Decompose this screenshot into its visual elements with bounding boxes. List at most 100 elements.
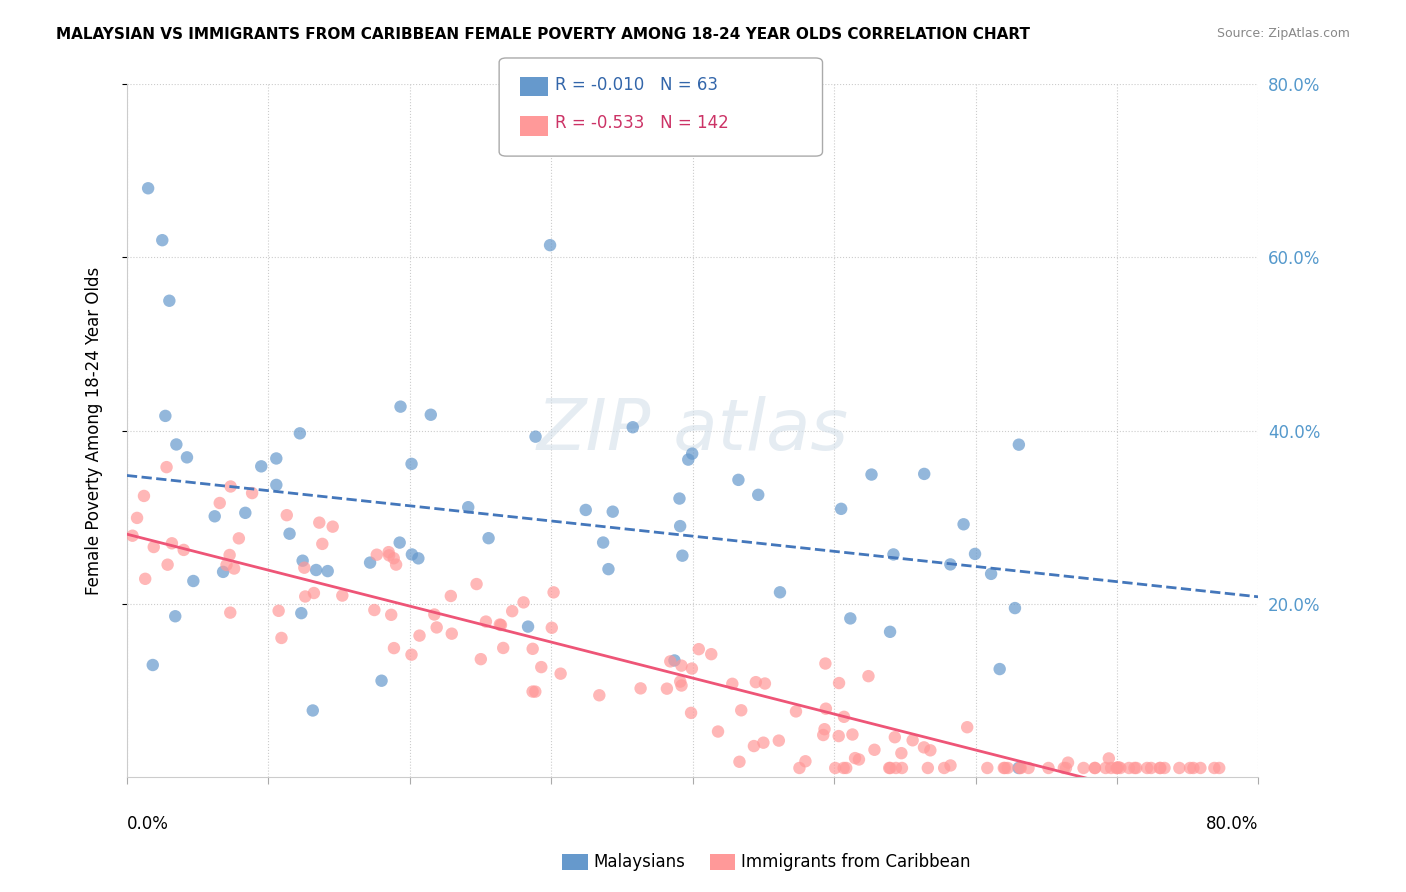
Point bbox=[707, 724, 730, 739]
Point bbox=[267, 604, 290, 618]
Point bbox=[250, 459, 273, 474]
Point bbox=[292, 560, 315, 574]
Point bbox=[828, 676, 851, 690]
Point bbox=[380, 607, 402, 622]
Point bbox=[157, 293, 180, 308]
Point bbox=[1204, 761, 1226, 775]
Point bbox=[359, 556, 381, 570]
Point bbox=[156, 558, 179, 572]
Point bbox=[879, 624, 901, 639]
Point bbox=[882, 548, 904, 562]
Point bbox=[134, 572, 156, 586]
Point bbox=[988, 662, 1011, 676]
Point bbox=[1123, 761, 1146, 775]
Point bbox=[1008, 761, 1031, 775]
Point bbox=[841, 727, 863, 741]
Point bbox=[540, 621, 562, 635]
Point bbox=[832, 761, 855, 775]
Point bbox=[150, 233, 173, 247]
Y-axis label: Female Poverty Among 18-24 Year Olds: Female Poverty Among 18-24 Year Olds bbox=[86, 267, 103, 595]
Point bbox=[204, 509, 226, 524]
Point bbox=[917, 761, 939, 775]
Point bbox=[543, 585, 565, 599]
Point bbox=[524, 430, 547, 444]
Point bbox=[1018, 761, 1040, 775]
Point bbox=[266, 478, 288, 492]
Text: 0.0%: 0.0% bbox=[127, 814, 169, 833]
Point bbox=[863, 743, 886, 757]
Point bbox=[858, 669, 880, 683]
Point bbox=[440, 626, 463, 640]
Point bbox=[768, 733, 790, 747]
Point bbox=[883, 730, 905, 744]
Point bbox=[208, 496, 231, 510]
Point bbox=[1054, 761, 1077, 775]
Point bbox=[890, 761, 912, 775]
Point bbox=[671, 549, 693, 563]
Point bbox=[385, 558, 408, 572]
Point bbox=[240, 486, 263, 500]
Point bbox=[1189, 761, 1212, 775]
Point bbox=[266, 451, 288, 466]
Point bbox=[388, 535, 411, 549]
Point bbox=[901, 733, 924, 747]
Point bbox=[980, 566, 1002, 581]
Point bbox=[747, 488, 769, 502]
Point bbox=[155, 409, 177, 423]
Point bbox=[370, 673, 392, 688]
Point bbox=[176, 450, 198, 465]
Point bbox=[1109, 761, 1132, 775]
Point bbox=[142, 540, 165, 554]
Point bbox=[835, 761, 858, 775]
Point bbox=[688, 642, 710, 657]
Point bbox=[592, 535, 614, 549]
Point bbox=[1053, 761, 1076, 775]
Point bbox=[389, 400, 412, 414]
Point bbox=[848, 752, 870, 766]
Point bbox=[575, 503, 598, 517]
Point bbox=[291, 554, 314, 568]
Point bbox=[457, 500, 479, 515]
Point bbox=[517, 619, 540, 633]
Point bbox=[470, 652, 492, 666]
Point bbox=[408, 551, 430, 566]
Point bbox=[401, 457, 423, 471]
Point bbox=[668, 491, 690, 506]
Point bbox=[681, 706, 703, 720]
Point bbox=[769, 585, 792, 599]
Point bbox=[488, 617, 510, 632]
Point bbox=[550, 666, 572, 681]
Point bbox=[136, 181, 159, 195]
Point bbox=[664, 653, 686, 667]
Point bbox=[1125, 761, 1147, 775]
Point bbox=[1098, 751, 1121, 765]
Point bbox=[426, 620, 449, 634]
Point bbox=[1105, 761, 1128, 775]
Point bbox=[1118, 761, 1140, 775]
Point bbox=[681, 661, 703, 675]
Point bbox=[492, 640, 515, 655]
Point bbox=[828, 729, 851, 743]
Point bbox=[1094, 761, 1116, 775]
Point bbox=[401, 548, 423, 562]
Point bbox=[419, 408, 441, 422]
Point bbox=[813, 722, 835, 736]
Point bbox=[377, 545, 399, 559]
Point bbox=[308, 516, 330, 530]
Point bbox=[1073, 761, 1095, 775]
Point bbox=[1057, 756, 1080, 770]
Point bbox=[745, 675, 768, 690]
Point bbox=[752, 736, 775, 750]
Point bbox=[408, 629, 430, 643]
Point bbox=[742, 739, 765, 753]
Point bbox=[160, 536, 183, 550]
Point bbox=[754, 676, 776, 690]
Point bbox=[659, 654, 682, 668]
Text: ZIP atlas: ZIP atlas bbox=[537, 396, 849, 465]
Point bbox=[155, 460, 177, 475]
Point bbox=[939, 558, 962, 572]
Point bbox=[939, 758, 962, 772]
Point bbox=[522, 641, 544, 656]
Point bbox=[311, 537, 333, 551]
Point bbox=[228, 532, 250, 546]
